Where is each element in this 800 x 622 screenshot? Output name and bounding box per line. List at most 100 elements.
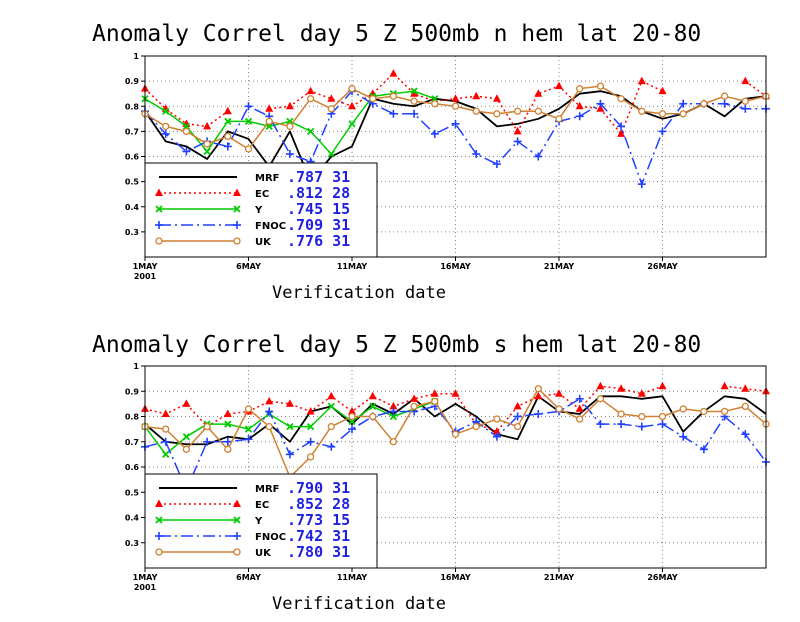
nh-series-ec-point <box>513 126 522 135</box>
legend-score: .742 31 <box>287 527 350 545</box>
nh-series-uk-point <box>617 95 625 103</box>
nh-series-fnoc-point <box>658 127 667 136</box>
sh-series-fnoc-point <box>348 425 356 434</box>
legend-marker <box>155 237 163 245</box>
sh-series-ec-point <box>306 406 315 415</box>
sh-series-y-point <box>389 412 398 421</box>
nh-series-uk-point <box>451 102 460 110</box>
nh-series-uk-point <box>410 97 418 105</box>
nh-series-ec-point <box>555 81 563 90</box>
nh-series-ec-point <box>451 94 460 102</box>
nh-legend-item-fnoc: FNOC .709 31 <box>155 216 350 234</box>
sh-series-ec-point <box>285 399 294 407</box>
legend-score: .745 15 <box>287 200 350 218</box>
nh-series-ec-point <box>203 121 212 130</box>
nh-series-ec-line <box>744 80 767 97</box>
sh-series-uk-point <box>513 422 522 431</box>
nh-series-uk-point <box>493 110 501 118</box>
sh-series-fnoc-point <box>658 420 667 429</box>
nh-series-uk-point <box>265 117 273 125</box>
nh-series-ec-point <box>492 94 501 102</box>
legend-marker <box>155 205 163 213</box>
nh-series <box>141 69 770 189</box>
sh-series-uk-point <box>638 412 646 421</box>
nh-series-fnoc-point <box>534 152 543 161</box>
legend-series-name: EC <box>255 500 269 511</box>
nh-x-tick-label: 1MAY <box>133 262 158 271</box>
sh-series-uk-point <box>410 402 418 411</box>
sh-series-ec-point <box>596 381 605 390</box>
sh-series-uk-point <box>203 422 211 431</box>
nh-y-tick-label: 0.8 <box>125 102 140 111</box>
nh-series-uk <box>141 82 770 153</box>
legend-marker <box>155 548 163 556</box>
legend-score: .773 15 <box>287 511 350 529</box>
sh-series-uk-point <box>327 422 335 431</box>
sh-series-fnoc-point <box>223 437 232 446</box>
nh-series-uk-point <box>700 100 708 108</box>
sh-series-y-point <box>224 420 232 428</box>
sh-x-tick-sublabel: 2001 <box>134 583 157 592</box>
sh-y-tick-label: 0.7 <box>125 438 139 447</box>
sh-series-ec-point <box>348 406 356 415</box>
sh-series-fnoc-point <box>575 394 584 403</box>
sh-legend-item-mrf: MRF .790 31 <box>159 479 350 497</box>
sh-series-ec-point <box>327 391 336 400</box>
nh-series-uk-point <box>534 107 542 115</box>
nh-x-tick-label: 21MAY <box>544 262 575 271</box>
nh-series-y-point <box>224 117 232 125</box>
nh-series-ec-line <box>269 72 663 135</box>
nh-series-fnoc-point <box>679 99 688 108</box>
legend-score: .787 31 <box>287 168 350 186</box>
nh-chart-panel: Anomaly Correl day 5 Z 500mb n hem lat 2… <box>92 21 770 303</box>
sh-y-tick-label: 1 <box>133 362 139 371</box>
nh-series-ec-point <box>472 91 481 100</box>
sh-series-ec-point <box>161 409 170 417</box>
sh-series-ec-point <box>430 389 439 397</box>
legend-marker <box>155 532 163 540</box>
nh-legend-item-y: Y .745 15 <box>155 200 350 218</box>
nh-x-tick-label: 26MAY <box>647 262 678 271</box>
sh-series-uk-point <box>431 397 439 406</box>
legend-score: .852 28 <box>287 495 350 513</box>
nh-series-y-point <box>162 107 170 115</box>
nh-series-fnoc-point <box>637 180 646 189</box>
nh-series-fnoc-point <box>430 129 439 138</box>
nh-x-tick-label: 16MAY <box>440 262 471 271</box>
nh-series-uk-point <box>658 110 667 118</box>
nh-series-fnoc-point <box>285 149 294 158</box>
legend-score: .709 31 <box>287 216 350 234</box>
sh-series-fnoc-point <box>285 450 294 459</box>
nh-legend-item-mrf: MRF .787 31 <box>159 168 350 186</box>
sh-series-uk-point <box>679 405 687 413</box>
legend-marker <box>155 188 163 196</box>
sh-x-tick-label: 26MAY <box>647 573 678 582</box>
nh-x-tick-label: 6MAY <box>236 262 261 271</box>
sh-series-ec-point <box>182 399 191 407</box>
sh-series-uk-point <box>741 402 749 411</box>
nh-series-ec-point <box>285 101 294 110</box>
legend-series-name: Y <box>254 205 263 216</box>
nh-series-fnoc-point <box>741 104 750 113</box>
nh-series-ec-point <box>265 104 274 112</box>
nh-series-uk-point <box>576 85 584 93</box>
nh-series-ec-point <box>637 76 646 85</box>
legend-marker <box>233 548 241 556</box>
sh-series-ec-point <box>575 404 584 412</box>
sh-series-ec-point <box>555 389 563 397</box>
sh-series-uk-point <box>224 445 232 453</box>
sh-y-tick-label: 0.8 <box>125 413 140 422</box>
nh-y-tick-label: 0.5 <box>125 178 140 187</box>
nh-series-uk-point <box>369 95 377 103</box>
nh-series-fnoc-point <box>617 122 626 131</box>
sh-series-fnoc-point <box>265 407 274 416</box>
sh-series-ec-point <box>513 401 522 410</box>
sh-series-uk-point <box>534 385 542 393</box>
sh-series-uk-point <box>451 430 460 438</box>
sh-x-tick-label: 6MAY <box>236 573 261 582</box>
legend-score: .776 31 <box>287 232 350 250</box>
sh-y-ticks: 0.3 0.4 0.5 0.6 0.7 0.8 0.9 1 <box>125 362 145 548</box>
sh-series-uk-point <box>182 445 191 453</box>
